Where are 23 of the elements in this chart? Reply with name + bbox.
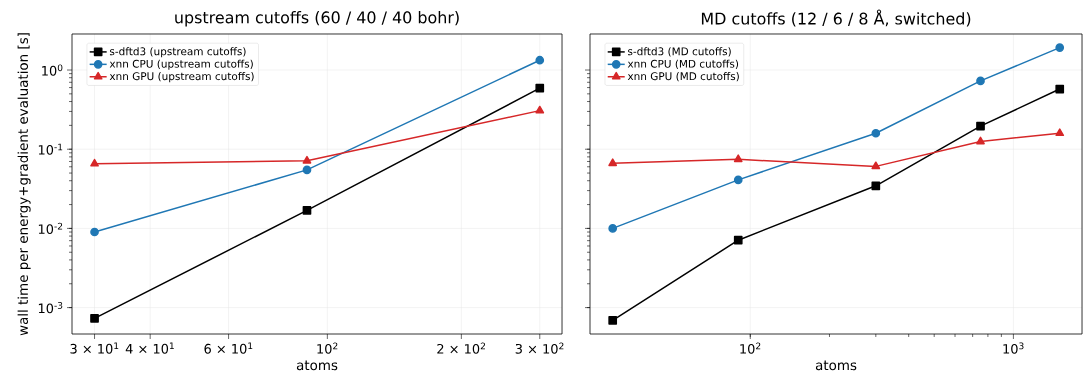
legend-label: xnn CPU (upstream cutoffs) [109, 59, 253, 70]
y-tick-label: 10$^{-3}$ [38, 301, 63, 314]
y-tick-label: 10$^{-2}$ [38, 222, 63, 235]
chart-title: MD cutoffs (12 / 6 / 8 Å, switched) [701, 9, 971, 27]
x-tick-label: 10$^{3}$ [1003, 342, 1024, 354]
y-axis-title: wall time per energy+gradient evaluation [s] [17, 33, 31, 336]
x-axis-title: atoms [296, 360, 338, 371]
legend-label: xnn CPU (MD cutoffs) [627, 59, 739, 69]
legend-label: xnn GPU (upstream cutoffs) [109, 72, 254, 83]
legend-label: s-dftd3 (upstream cutoffs) [109, 47, 246, 58]
x-tick-label: 2 × 10$^{2}$ [437, 342, 485, 354]
x-tick-label: 10$^{2}$ [740, 342, 761, 354]
x-tick-label: 6 × 10$^{1}$ [204, 342, 253, 354]
x-axis-title: atoms [815, 360, 857, 371]
x-tick-label: 3 × 10$^{2}$ [515, 342, 564, 354]
x-tick-label: 10$^{2}$ [317, 342, 338, 354]
y-tick-label: 10$^{0}$ [42, 64, 63, 76]
y-tick-label: 10$^{-1}$ [38, 143, 63, 155]
chart-title: upstream cutoffs (60 / 40 / 40 bohr) [175, 11, 459, 27]
legend-label: xnn GPU (MD cutoffs) [627, 72, 739, 82]
x-tick-label: 3 × 10$^{1}$ [70, 342, 119, 354]
legend-label: s-dftd3 (MD cutoffs) [628, 47, 731, 57]
x-tick-label: 4 × 10$^{1}$ [125, 342, 174, 354]
